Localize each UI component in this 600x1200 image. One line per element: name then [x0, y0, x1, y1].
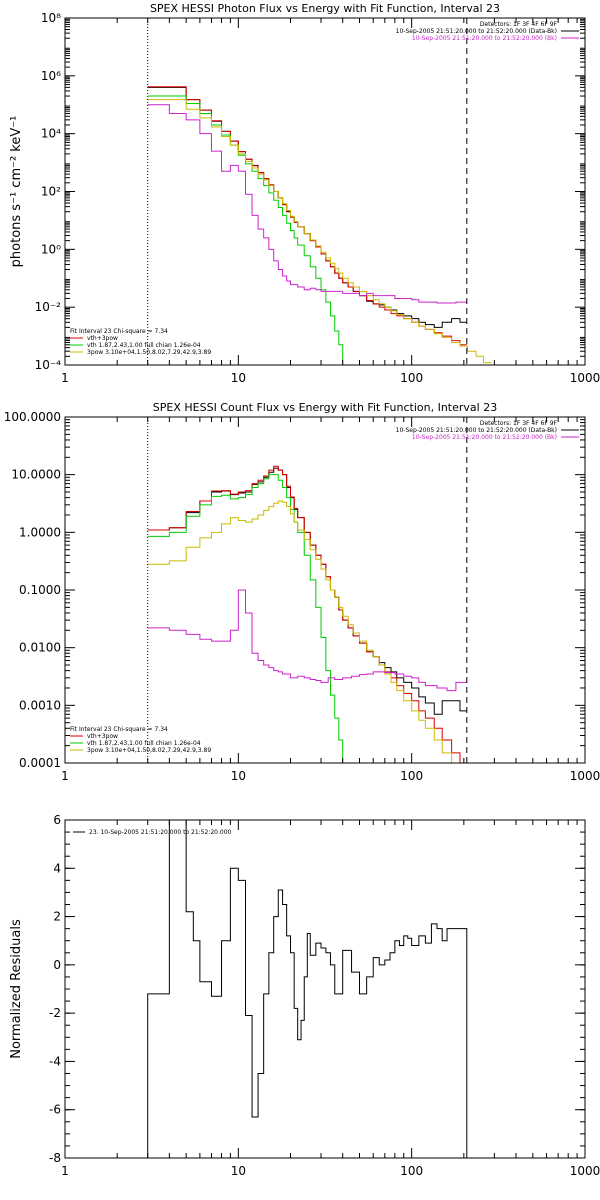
chart-title: SPEX HESSI Photon Flux vs Energy with Fi…: [150, 2, 500, 15]
photon-flux-panel: SPEX HESSI Photon Flux vs Energy with Fi…: [9, 2, 600, 385]
x-tick-label: 100: [400, 1164, 423, 1178]
y-tick-label: 10⁻²: [35, 300, 62, 314]
series-vth-line: [147, 474, 355, 763]
x-tick-label: 1: [61, 1164, 69, 1178]
y-tick-label: 10²: [41, 185, 61, 199]
series-vth-line: [147, 95, 371, 365]
y-tick-label: 6: [53, 813, 61, 827]
y-tick-label: 0.1000: [19, 583, 61, 597]
y-tick-label: 10⁻⁴: [35, 358, 62, 372]
legend-entry: 10-Sep-2005 21:51:20.000 to 21:52:20.000…: [396, 427, 557, 434]
legend-entry: 23. 10-Sep-2005 21:51:20.000 to 21:52:20…: [89, 829, 232, 836]
x-tick-label: 10: [231, 1164, 246, 1178]
y-tick-label: 4: [53, 861, 61, 875]
residuals-panel: 1 10 100 1000 -8 -6 -4 -2 0 2 4 6 Normalized Residua…: [9, 813, 600, 1178]
x-tick-label: 100: [400, 769, 423, 783]
y-tick-label: -4: [49, 1054, 61, 1068]
y-tick-label: 10⁴: [41, 127, 61, 141]
y-tick-label: 10⁸: [41, 11, 61, 25]
legend-entry: 3pow 3.10e+04,1.50,8.02,7.29,42.9,3.89: [87, 747, 211, 754]
x-tick-label: 1: [61, 769, 69, 783]
series-3pow-line: [147, 99, 492, 364]
legend-entry: 10-Sep-2005 21:51:20.000 to 21:52:20.000…: [412, 434, 557, 441]
series-3pow-line: [147, 500, 478, 763]
legend-entry: Detectors: 1F 3F 4F 6F 9F: [480, 21, 558, 28]
y-tick-label: 0.0100: [19, 641, 61, 655]
x-tick-label: 1000: [570, 1164, 600, 1178]
legend-entry: Detectors: 1F 3F 4F 6F 9F: [480, 420, 558, 427]
series-bk-line: [147, 104, 467, 304]
legend-entry: 10-Sep-2005 21:51:20.000 to 21:52:20.000…: [396, 28, 557, 35]
y-tick-label: 10⁶: [41, 69, 61, 83]
x-tick-label: 100: [400, 371, 423, 385]
x-tick-label: 10: [231, 769, 246, 783]
y-tick-label: -2: [49, 1006, 61, 1020]
x-tick-label: 1000: [570, 769, 600, 783]
chart-title: SPEX HESSI Count Flux vs Energy with Fit…: [153, 401, 497, 414]
y-tick-label: -6: [49, 1103, 61, 1117]
legend-entry: vth+3pow: [87, 335, 118, 342]
legend-entry: 10-Sep-2005 21:51:20.000 to 21:52:20.000…: [412, 35, 557, 42]
y-axis-label: Normalized Residuals: [9, 919, 24, 1059]
y-tick-label: -8: [49, 1151, 61, 1165]
legend-entry: Fit Interval 23 Chi-square = 7.34: [70, 726, 168, 733]
y-tick-label: 10.0000: [11, 468, 61, 482]
y-axis-label: photons s⁻¹ cm⁻² keV⁻¹: [9, 116, 24, 268]
legend-entry: vth+3pow: [87, 733, 118, 740]
y-tick-label: 100.0000: [4, 410, 61, 424]
y-tick-label: 1.0000: [19, 525, 61, 539]
x-tick-label: 10: [231, 371, 246, 385]
y-tick-label: 0.0001: [19, 756, 61, 770]
count-flux-panel: SPEX HESSI Count Flux vs Energy with Fit…: [4, 401, 600, 783]
series-bk-line: [147, 589, 467, 692]
y-tick-label: 0.0010: [19, 698, 61, 712]
y-tick-label: 10⁰: [41, 242, 61, 256]
legend-entry: 3pow 3.10e+04,1.50,8.02,7.29,42.9,3.89: [87, 349, 211, 356]
legend-entry: Fit Interval 23 Chi-square = 7.34: [70, 328, 168, 335]
y-tick-label: 2: [53, 910, 61, 924]
legend-entry: vth 1.87,2.43,1.00 full chian 1.26e-04: [87, 342, 201, 349]
y-tick-label: 0: [53, 958, 61, 972]
legend-entry: vth 1.87,2.43,1.00 full chian 1.26e-04: [87, 740, 201, 747]
series-residuals-line: [147, 820, 468, 1158]
x-tick-label: 1: [61, 371, 69, 385]
x-tick-label: 1000: [570, 371, 600, 385]
